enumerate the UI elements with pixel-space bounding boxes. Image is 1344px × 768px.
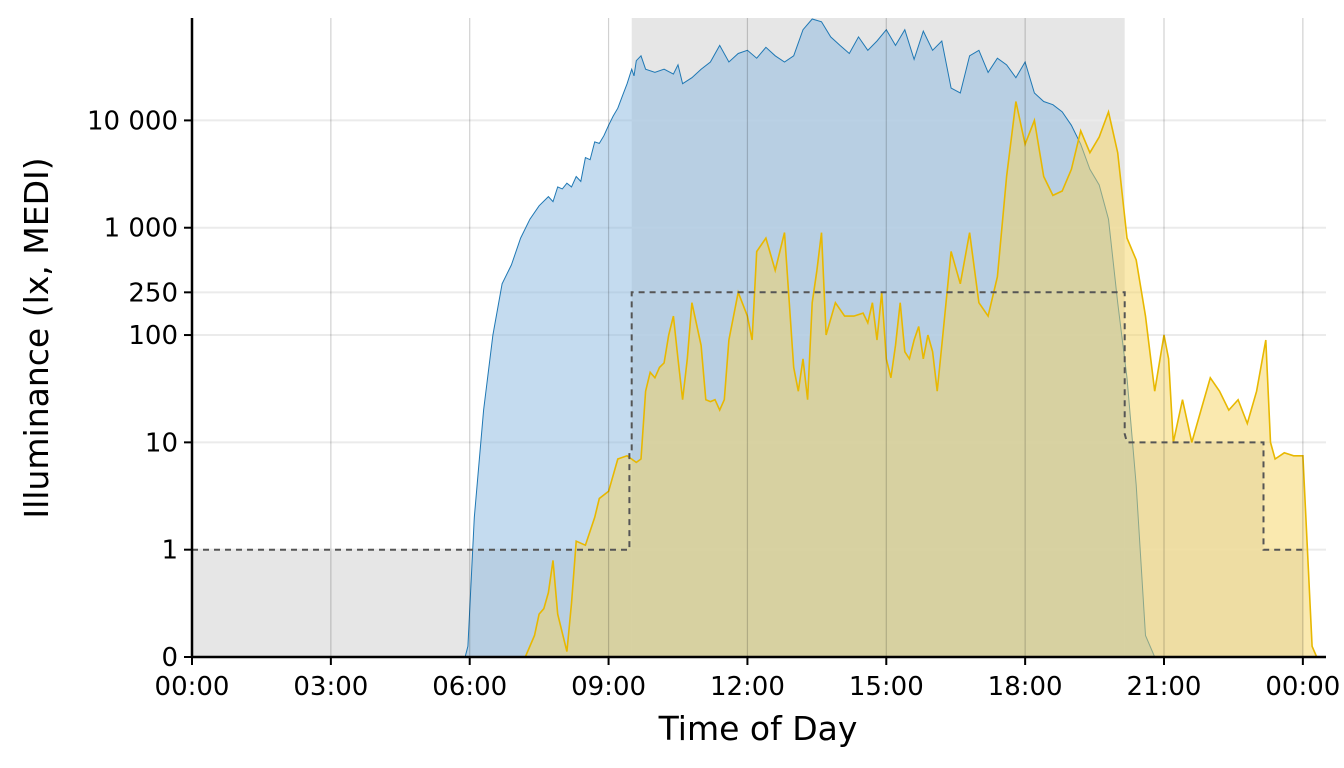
series-area-1 bbox=[525, 101, 1317, 657]
x-tick-label-0: 00:00 bbox=[155, 672, 230, 702]
threshold-line bbox=[192, 291, 1303, 551]
x-tick-label-3: 09:00 bbox=[571, 672, 646, 702]
y-tick-label-4: 250 bbox=[128, 278, 178, 308]
y-tick-label-6: 10 000 bbox=[87, 106, 178, 136]
y-axis-title: Illuminance (lx, MEDI) bbox=[17, 157, 56, 518]
threshold-step-line bbox=[192, 291, 1303, 551]
x-tick-label-6: 18:00 bbox=[988, 672, 1063, 702]
y-tick-label-2: 10 bbox=[145, 428, 178, 458]
series-line-0 bbox=[464, 18, 1156, 658]
x-tick-labels: 00:00 03:00 06:00 09:00 12:00 15:00 18:00 21:00… bbox=[155, 657, 1340, 702]
y-tick-labels: 0 1 10 100 250 1 000 10 000 bbox=[87, 106, 192, 673]
y-tick-label-5: 1 000 bbox=[104, 214, 178, 244]
x-tick-label-7: 21:00 bbox=[1127, 672, 1202, 702]
series-line-1 bbox=[524, 101, 1318, 658]
x-tick-label-4: 12:00 bbox=[710, 672, 785, 702]
y-tick-label-1: 1 bbox=[161, 536, 178, 566]
x-axis-title: Time of Day bbox=[658, 709, 858, 748]
x-tick-label-5: 15:00 bbox=[849, 672, 924, 702]
x-tick-label-1: 03:00 bbox=[293, 672, 368, 702]
x-tick-label-2: 06:00 bbox=[432, 672, 507, 702]
y-tick-label-3: 100 bbox=[128, 321, 178, 351]
y-tick-label-0: 0 bbox=[161, 643, 178, 673]
series-areas bbox=[464, 18, 1318, 658]
x-tick-label-8: 00:00 bbox=[1265, 672, 1340, 702]
